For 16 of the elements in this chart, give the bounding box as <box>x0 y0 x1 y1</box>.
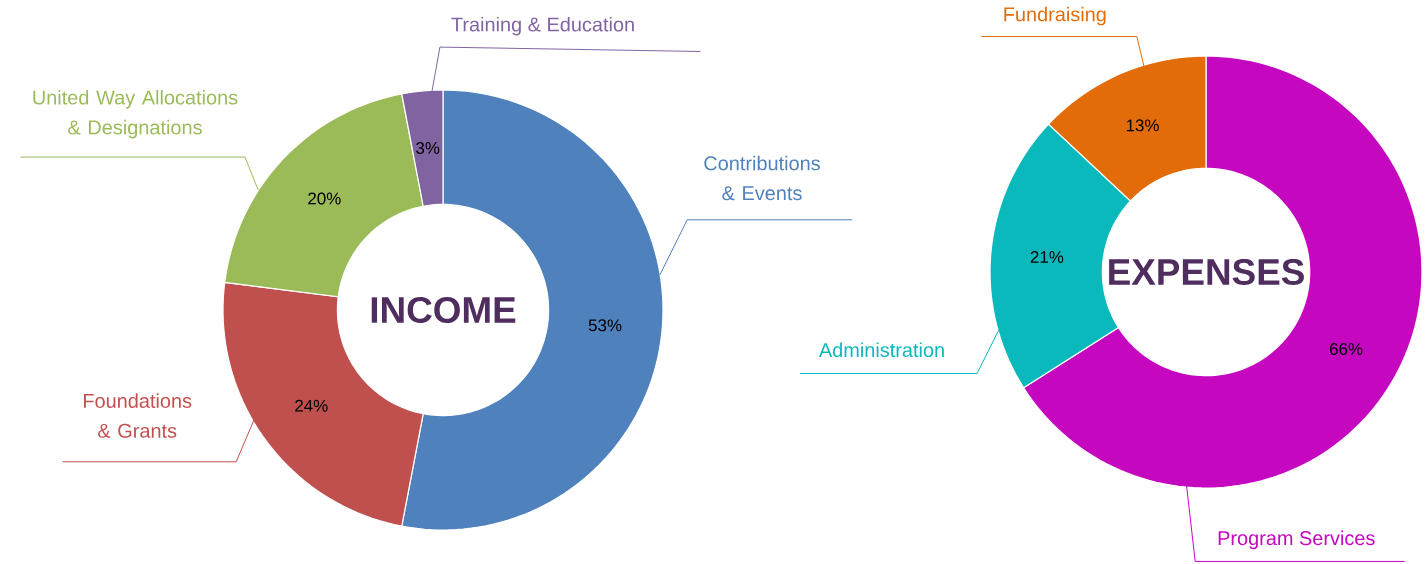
text: INCOME <box>371 296 516 324</box>
slice-label: Administration <box>818 342 944 358</box>
data-label: 21% <box>1030 251 1064 263</box>
slice-label: United Way Allocations & Designations <box>33 89 238 139</box>
data-label: 20% <box>308 192 341 205</box>
text: EXPENSES <box>1109 258 1304 286</box>
data-label: 13% <box>1126 119 1159 132</box>
slice-label: Foundations & Grants <box>84 393 192 438</box>
data-label: 3% <box>416 141 440 154</box>
slice-label: Training & Education <box>451 16 634 36</box>
data-label: 24% <box>295 399 328 412</box>
slice-label: Fundraising <box>1004 6 1106 26</box>
slice-label: Program Services <box>1218 530 1375 550</box>
slice-label: Contributions & Events <box>704 155 820 201</box>
data-label: 53% <box>588 319 622 332</box>
data-label: 66% <box>1330 343 1363 355</box>
